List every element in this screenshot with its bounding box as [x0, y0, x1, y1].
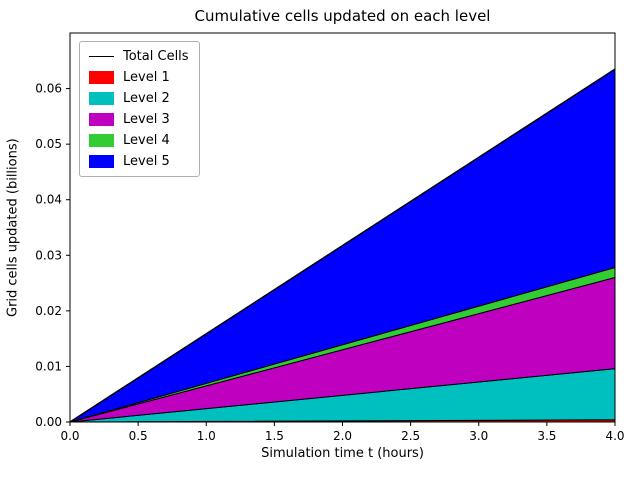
- x-tick-label: 0.0: [60, 429, 79, 443]
- legend-color-swatch: [89, 155, 114, 168]
- legend-line-swatch: [89, 56, 114, 57]
- legend-entry: Total Cells: [89, 49, 189, 64]
- legend-entry: Level 5: [89, 154, 189, 169]
- legend-label: Total Cells: [123, 49, 189, 64]
- legend-label: Level 1: [123, 70, 170, 85]
- total-cells-line: [69, 68, 616, 423]
- x-tick-label: 4.0: [605, 429, 624, 443]
- y-tick-label: 0.06: [35, 82, 62, 96]
- legend: Total Cells Level 1 Level 2 Level 3 Level 4 L…: [79, 41, 200, 177]
- legend-color-swatch: [89, 92, 114, 105]
- legend-color-swatch: [89, 113, 114, 126]
- legend-label: Level 5: [123, 154, 170, 169]
- x-tick-label: 1.0: [197, 429, 216, 443]
- x-tick-label: 2.0: [333, 429, 352, 443]
- legend-entry: Level 1: [89, 70, 189, 85]
- x-tick-label: 0.5: [129, 429, 148, 443]
- x-axis-label: Simulation time t (hours): [261, 446, 424, 461]
- legend-entry: Level 2: [89, 91, 189, 106]
- x-tick-label: 2.5: [401, 429, 420, 443]
- x-tick-label: 3.5: [537, 429, 556, 443]
- legend-color-swatch: [89, 71, 114, 84]
- y-tick-label: 0.05: [35, 137, 62, 151]
- x-tick-label: 3.0: [469, 429, 488, 443]
- legend-entry: Level 3: [89, 112, 189, 127]
- y-tick-label: 0.01: [35, 359, 62, 373]
- legend-entry: Level 4: [89, 133, 189, 148]
- legend-label: Level 2: [123, 91, 170, 106]
- y-tick-label: 0.00: [35, 415, 62, 429]
- legend-label: Level 3: [123, 112, 170, 127]
- y-tick-label: 0.04: [35, 193, 62, 207]
- legend-color-swatch: [89, 134, 114, 147]
- chart-title: Cumulative cells updated on each level: [194, 7, 491, 25]
- y-tick-label: 0.02: [35, 304, 62, 318]
- y-axis-label: Grid cells updated (billions): [5, 138, 21, 317]
- y-tick-label: 0.03: [35, 248, 62, 262]
- x-tick-label: 1.5: [265, 429, 284, 443]
- legend-label: Level 4: [123, 133, 170, 148]
